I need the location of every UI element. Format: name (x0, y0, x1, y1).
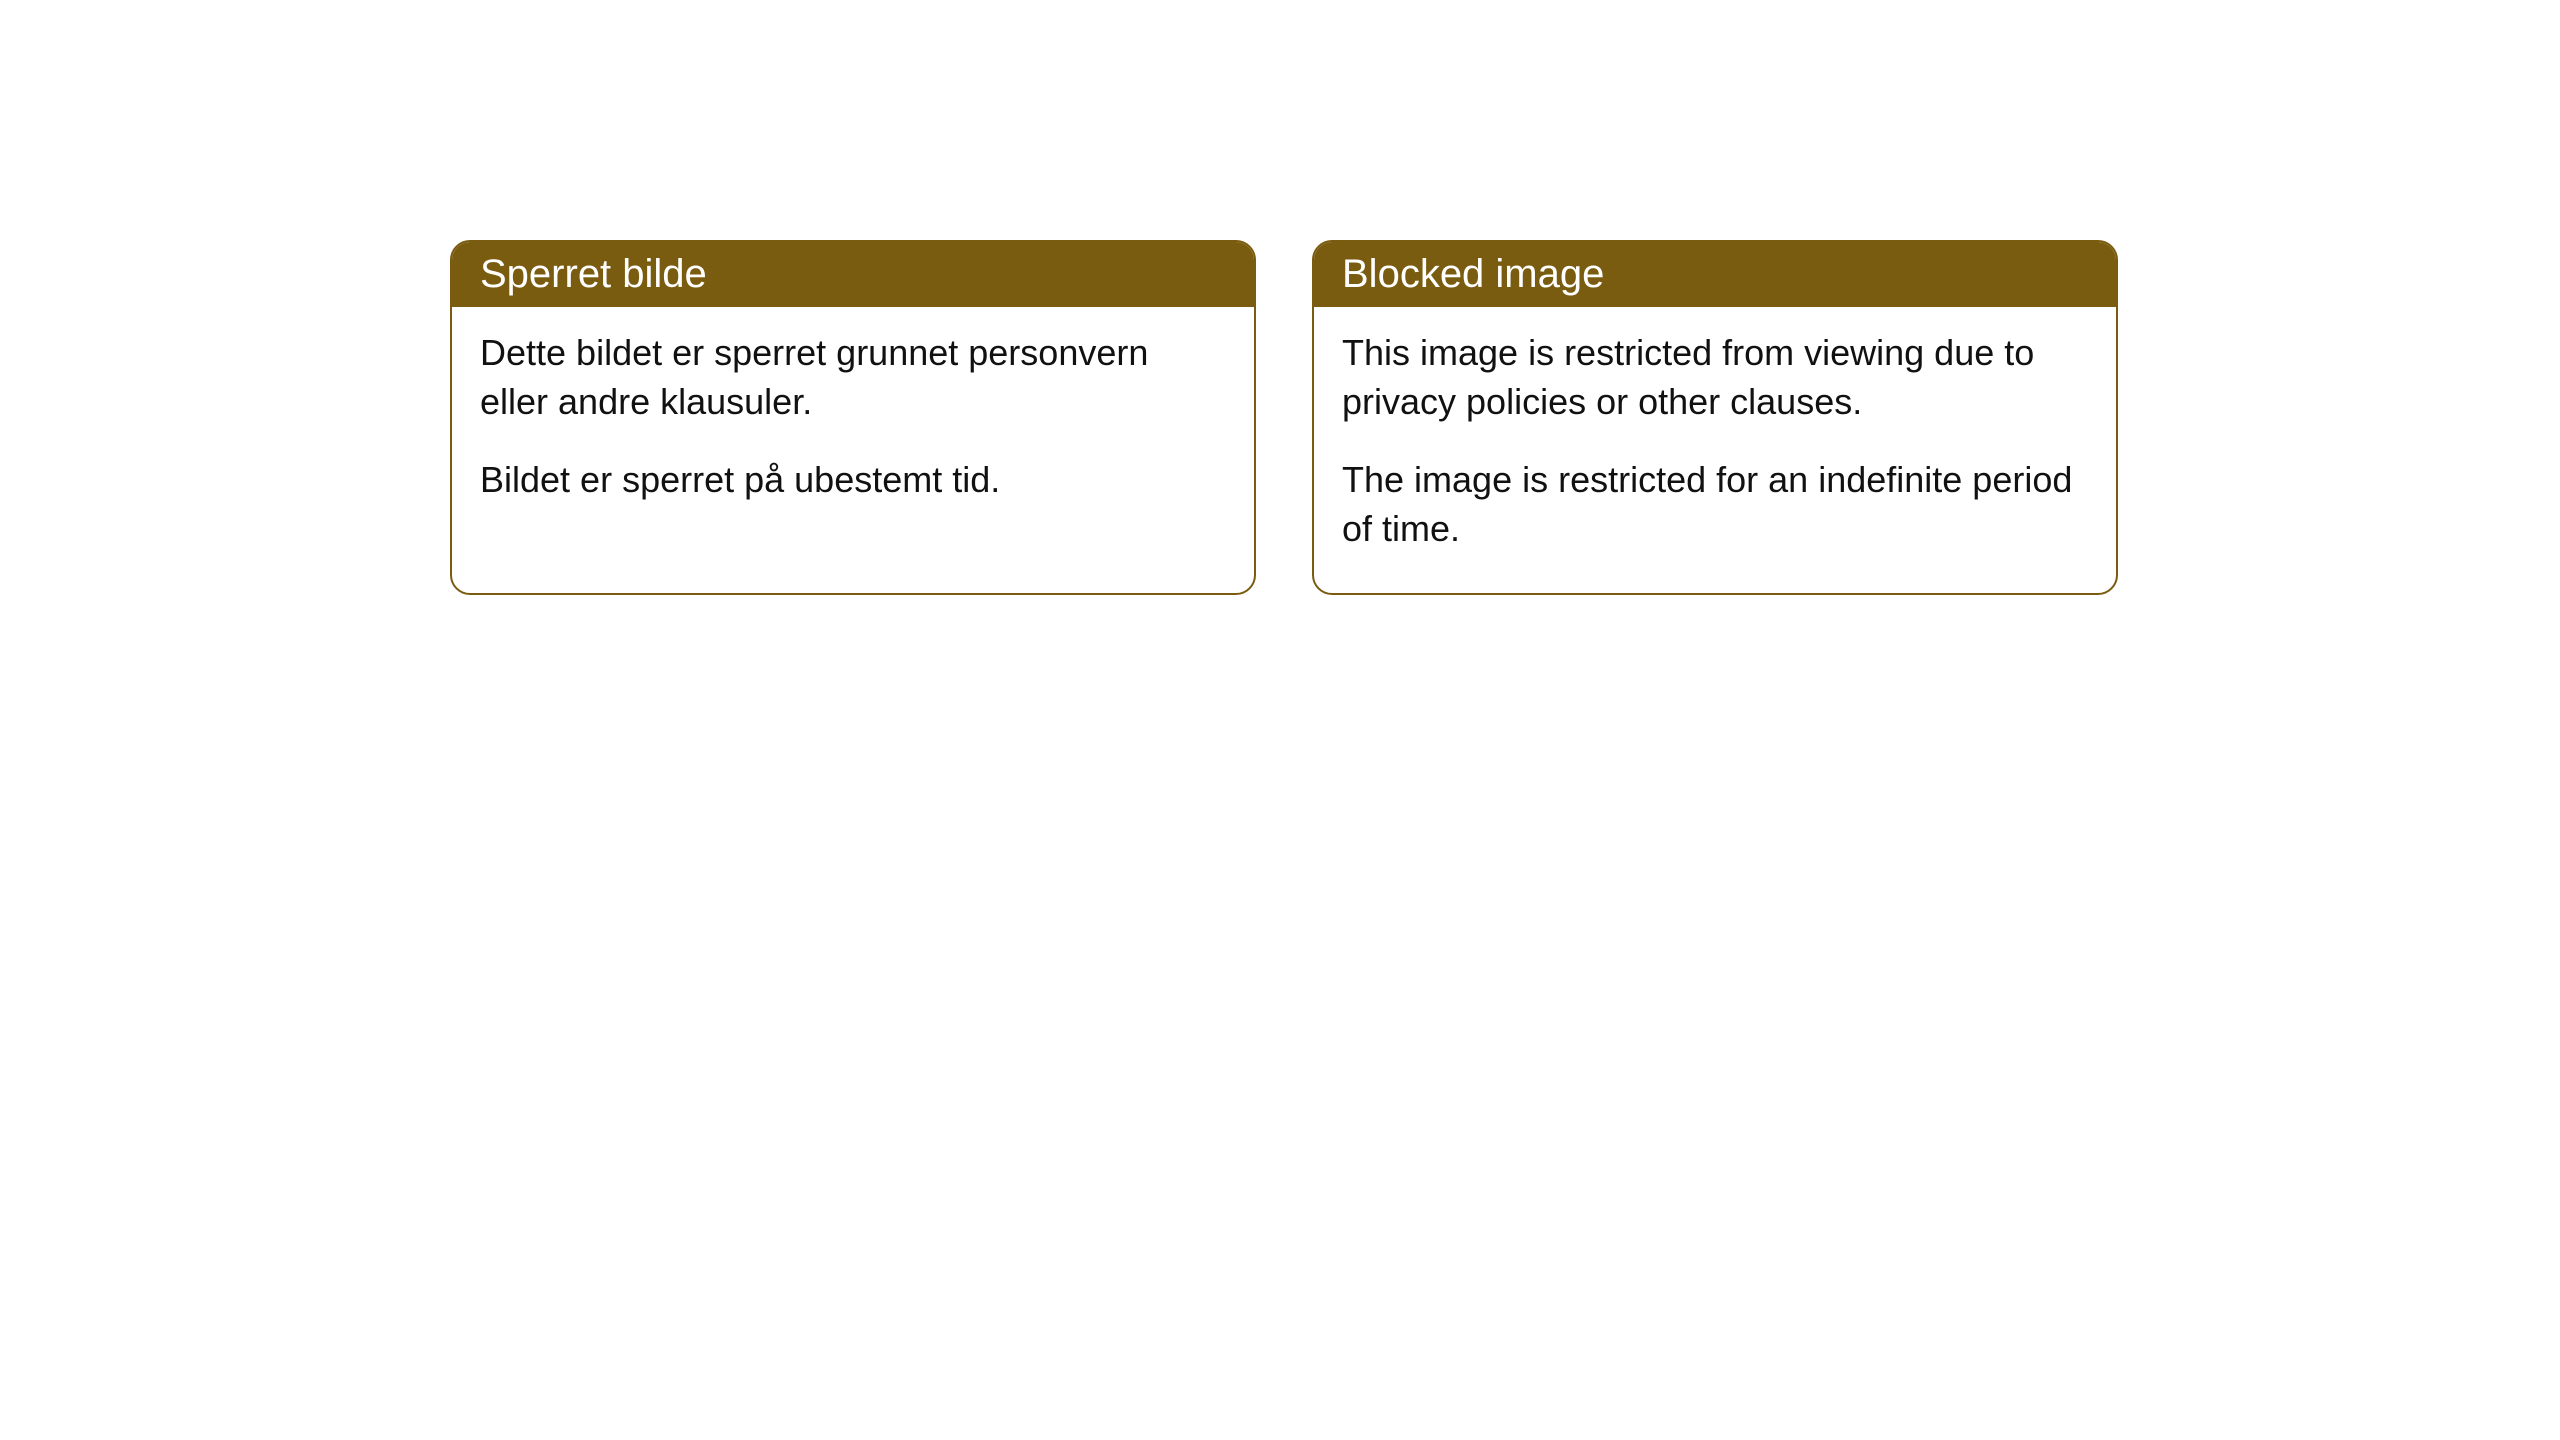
card-title-english: Blocked image (1342, 252, 1604, 296)
card-paragraph-2-english: The image is restricted for an indefinit… (1342, 456, 2088, 553)
notice-card-norwegian: Sperret bilde Dette bildet er sperret gr… (450, 240, 1256, 595)
card-header-norwegian: Sperret bilde (452, 242, 1254, 307)
notice-card-english: Blocked image This image is restricted f… (1312, 240, 2118, 595)
card-header-english: Blocked image (1314, 242, 2116, 307)
notice-container: Sperret bilde Dette bildet er sperret gr… (450, 240, 2118, 595)
card-body-english: This image is restricted from viewing du… (1314, 307, 2116, 593)
card-title-norwegian: Sperret bilde (480, 252, 707, 296)
card-paragraph-2-norwegian: Bildet er sperret på ubestemt tid. (480, 456, 1226, 505)
card-body-norwegian: Dette bildet er sperret grunnet personve… (452, 307, 1254, 545)
card-paragraph-1-english: This image is restricted from viewing du… (1342, 329, 2088, 426)
card-paragraph-1-norwegian: Dette bildet er sperret grunnet personve… (480, 329, 1226, 426)
